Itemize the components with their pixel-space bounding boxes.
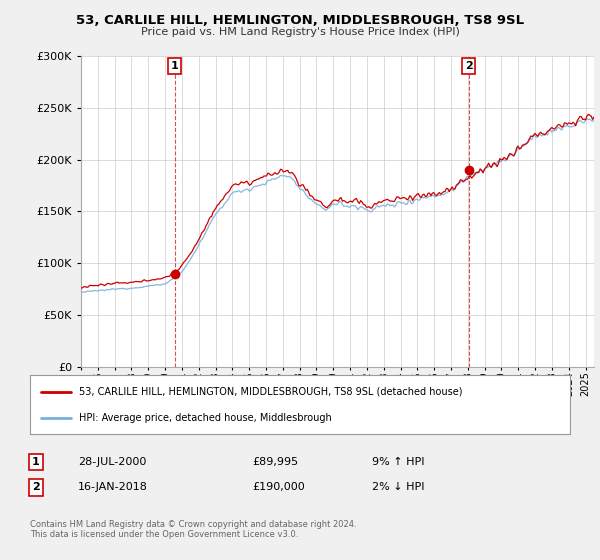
Text: 28-JUL-2000: 28-JUL-2000 [78,457,146,467]
Text: 2% ↓ HPI: 2% ↓ HPI [372,482,425,492]
Text: £89,995: £89,995 [252,457,298,467]
Text: Contains HM Land Registry data © Crown copyright and database right 2024.
This d: Contains HM Land Registry data © Crown c… [30,520,356,539]
Text: 16-JAN-2018: 16-JAN-2018 [78,482,148,492]
Text: £190,000: £190,000 [252,482,305,492]
Text: 53, CARLILE HILL, HEMLINGTON, MIDDLESBROUGH, TS8 9SL (detached house): 53, CARLILE HILL, HEMLINGTON, MIDDLESBRO… [79,386,462,396]
Text: HPI: Average price, detached house, Middlesbrough: HPI: Average price, detached house, Midd… [79,413,331,423]
Text: 53, CARLILE HILL, HEMLINGTON, MIDDLESBROUGH, TS8 9SL: 53, CARLILE HILL, HEMLINGTON, MIDDLESBRO… [76,14,524,27]
Text: 9% ↑ HPI: 9% ↑ HPI [372,457,425,467]
Text: 1: 1 [171,61,179,71]
Text: 1: 1 [32,457,40,467]
Text: 2: 2 [32,482,40,492]
Text: Price paid vs. HM Land Registry's House Price Index (HPI): Price paid vs. HM Land Registry's House … [140,27,460,37]
Text: 2: 2 [464,61,472,71]
